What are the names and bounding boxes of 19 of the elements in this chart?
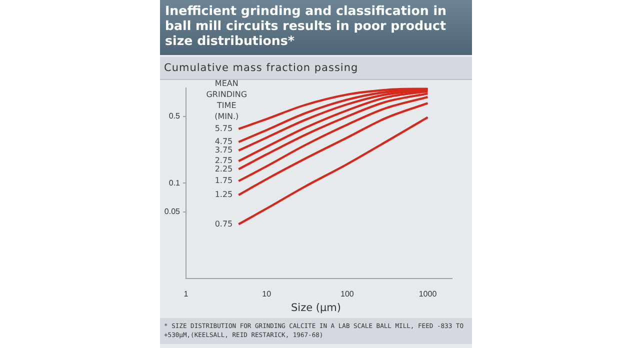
- series-label: 3.75: [214, 146, 233, 155]
- x-tick-label: 1000: [418, 289, 438, 298]
- y-tick-label: 0.05: [164, 206, 181, 216]
- x-tick-label: 100: [340, 289, 354, 298]
- series-label: 5.75: [214, 124, 233, 134]
- x-tick-label: 10: [262, 289, 272, 298]
- series-label: 0.75: [214, 219, 233, 228]
- series-label: 4.75: [214, 137, 233, 146]
- y-axis-title: Cumulative mass fraction passing: [160, 57, 472, 80]
- series-label: 1.25: [214, 190, 233, 200]
- series-label: 1.75: [214, 176, 233, 186]
- y-tick-label: 0.5: [168, 112, 181, 121]
- x-tick-label: 1: [184, 289, 189, 298]
- x-axis-title: Size (µm): [290, 302, 342, 314]
- chart-title: Inefficient grinding and classification in ball mill circuits results in poor product size distributions*: [160, 0, 472, 55]
- y-tick-label: 0.1: [168, 178, 181, 188]
- legend-title: MEAN GRINDING TIME (MIN.): [206, 79, 248, 122]
- series-label: 2.75: [214, 156, 233, 166]
- series-label: 2.25: [214, 164, 233, 174]
